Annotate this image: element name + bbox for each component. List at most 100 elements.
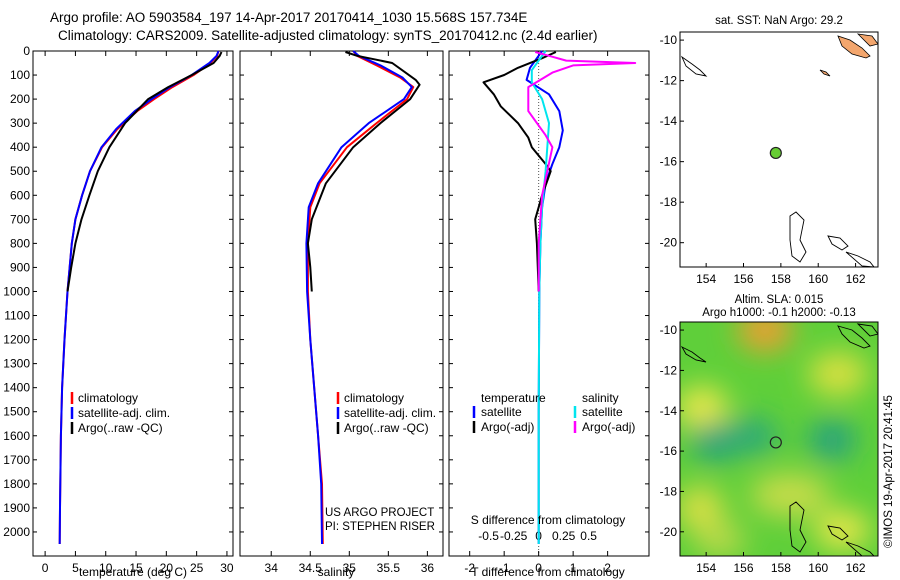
t-diff-x-ticks: -2 -1 0 1 2	[464, 51, 611, 575]
y-tick-label: 2000	[3, 525, 30, 539]
series-line-argo-raw-qc-	[66, 51, 223, 292]
y-tick-label: 0	[23, 44, 30, 58]
land-shape	[819, 69, 831, 77]
legend-header-temperature: temperature	[481, 391, 546, 405]
sla-high-blob	[750, 473, 830, 517]
y-tick-label: 1700	[3, 453, 30, 467]
x-tick-label: 36	[421, 561, 435, 575]
argo-float-marker	[769, 436, 782, 449]
temperature-series	[58, 50, 223, 545]
coast-line	[827, 525, 849, 541]
map-y-tick-label: -18	[660, 484, 678, 498]
map-x-tick-label: 156	[733, 561, 753, 575]
legend-label-climatology: climatology	[78, 391, 138, 405]
map-y-tick-label: -10	[660, 323, 678, 337]
s-diff-tick-label: 0.25	[552, 529, 576, 543]
sst-map-title: sat. SST: NaN Argo: 29.2	[715, 15, 843, 27]
y-tick-label: 1000	[3, 284, 30, 298]
x-tick-label: 10	[99, 561, 113, 575]
y-tick-label: 1900	[3, 501, 30, 515]
salinity-legend: climatology satellite-adj. clim. Argo(..…	[336, 391, 436, 435]
sla-map-subtitle: Argo h1000: -0.1 h2000: -0.13	[702, 307, 855, 319]
y-tick-label: 1100	[4, 309, 30, 323]
x-tick-label: 35	[343, 561, 357, 575]
land-shape	[837, 35, 871, 59]
sla-high-blob	[680, 386, 728, 430]
x-tick-label: 15	[129, 561, 143, 575]
series-line-argo-raw-qc-	[306, 51, 421, 292]
y-tick-label: 300	[10, 116, 30, 130]
sla-high-blob	[808, 352, 868, 396]
map-x-tick-label: 156	[733, 272, 753, 286]
salinity-series	[240, 50, 443, 545]
s-diff-tick-label: -0.5	[478, 529, 499, 543]
y-tick-label: 200	[10, 92, 30, 106]
sst-map-coast	[680, 33, 878, 267]
x-tick-label: 34.5	[299, 561, 323, 575]
s-diff-tick-label: 0.5	[580, 529, 597, 543]
legend-label-argo: Argo(..raw -QC)	[344, 421, 429, 435]
sla-map-title: Altim. SLA: 0.015	[735, 294, 824, 306]
x-tick-label: 35.5	[377, 561, 401, 575]
x-tick-label: 1	[570, 561, 577, 575]
x-tick-label: 25	[190, 561, 204, 575]
legend-label-satellite: satellite-adj. clim.	[78, 406, 170, 420]
project-annotation: US ARGO PROJECT	[325, 507, 434, 519]
series-line-argo-adj-s-	[527, 51, 637, 292]
coast-line	[856, 323, 878, 337]
x-tick-label: -2	[464, 561, 475, 575]
heatmap-blobs	[680, 322, 870, 556]
coast-line	[845, 541, 875, 556]
y-tick-label: 1400	[3, 381, 30, 395]
y-tick-label: 900	[10, 260, 30, 274]
map-y-tick-label: -10	[660, 33, 678, 47]
y-tick-label: 1300	[3, 357, 30, 371]
sla-high-blob	[694, 522, 746, 556]
salinity-panel: 34 34.5 35 35.5 36 salinity climatology sate…	[239, 50, 444, 579]
x-tick-label: 5	[72, 561, 79, 575]
land-shape	[856, 33, 878, 47]
depth-ticks: 0 100 200 300 400 500 600 700 800 900 1000 1100 1200…	[3, 44, 233, 539]
coast-line	[680, 55, 708, 77]
sla-map-panel: Altim. SLA: 0.015 Argo h1000: -0.1 h2000…	[660, 294, 879, 575]
imos-watermark: ©IMOS 19-Apr-2017 20:41:45	[883, 395, 895, 548]
map-x-tick-label: 162	[846, 561, 866, 575]
difference-legend: temperature salinity satellite Argo(-adj…	[472, 391, 635, 434]
sla-low-blob	[726, 418, 778, 454]
series-line-argo-adj-	[482, 51, 557, 292]
temperature-axes-box	[32, 50, 234, 557]
map-y-tick-label: -12	[660, 74, 678, 88]
legend-label-s-satellite: satellite	[582, 405, 623, 419]
coast-line	[789, 501, 807, 553]
x-tick-label: 20	[160, 561, 174, 575]
legend-header-salinity: salinity	[582, 391, 619, 405]
difference-series	[449, 50, 649, 544]
salinity-xlabel: salinity	[318, 565, 355, 579]
x-tick-label: -1	[499, 561, 510, 575]
temperature-panel: 0100200300400500600700800900100011001200…	[3, 44, 234, 579]
map-x-tick-label: 162	[846, 272, 866, 286]
legend-label-argo: Argo(..raw -QC)	[78, 421, 163, 435]
coast-line	[837, 325, 871, 349]
legend-label-t-argo: Argo(-adj)	[481, 420, 534, 434]
map-x-tick-label: 158	[771, 272, 791, 286]
pi-annotation: PI: STEPHEN RISER	[325, 521, 435, 533]
sla-heatmap	[680, 322, 878, 556]
legend-label-satellite: satellite-adj. clim.	[344, 406, 436, 420]
sla-map-box	[679, 321, 879, 557]
salinity-x-ticks: 34 34.5 35 35.5 36	[265, 51, 435, 575]
y-tick-label: 600	[10, 188, 30, 202]
sst-map-ticks: 154 156 158 160 162 -10 -12 -14 -16 -18 -20	[660, 33, 866, 286]
temperature-legend: climatology satellite-adj. clim. Argo(..…	[70, 391, 170, 435]
sst-map-points	[769, 146, 782, 160]
map-x-tick-label: 154	[696, 561, 716, 575]
difference-panel: -2 -1 0 1 2 -0.5 -0.25 0 0.25 0.5 T difference f…	[448, 50, 650, 579]
x-tick-label: 30	[220, 561, 234, 575]
y-tick-label: 700	[10, 212, 30, 226]
x-tick-label: 34	[265, 561, 279, 575]
legend-label-s-argo: Argo(-adj)	[582, 420, 635, 434]
sla-high-blob	[680, 486, 724, 530]
map-x-tick-label: 160	[808, 272, 828, 286]
sla-high-blob	[737, 322, 793, 352]
